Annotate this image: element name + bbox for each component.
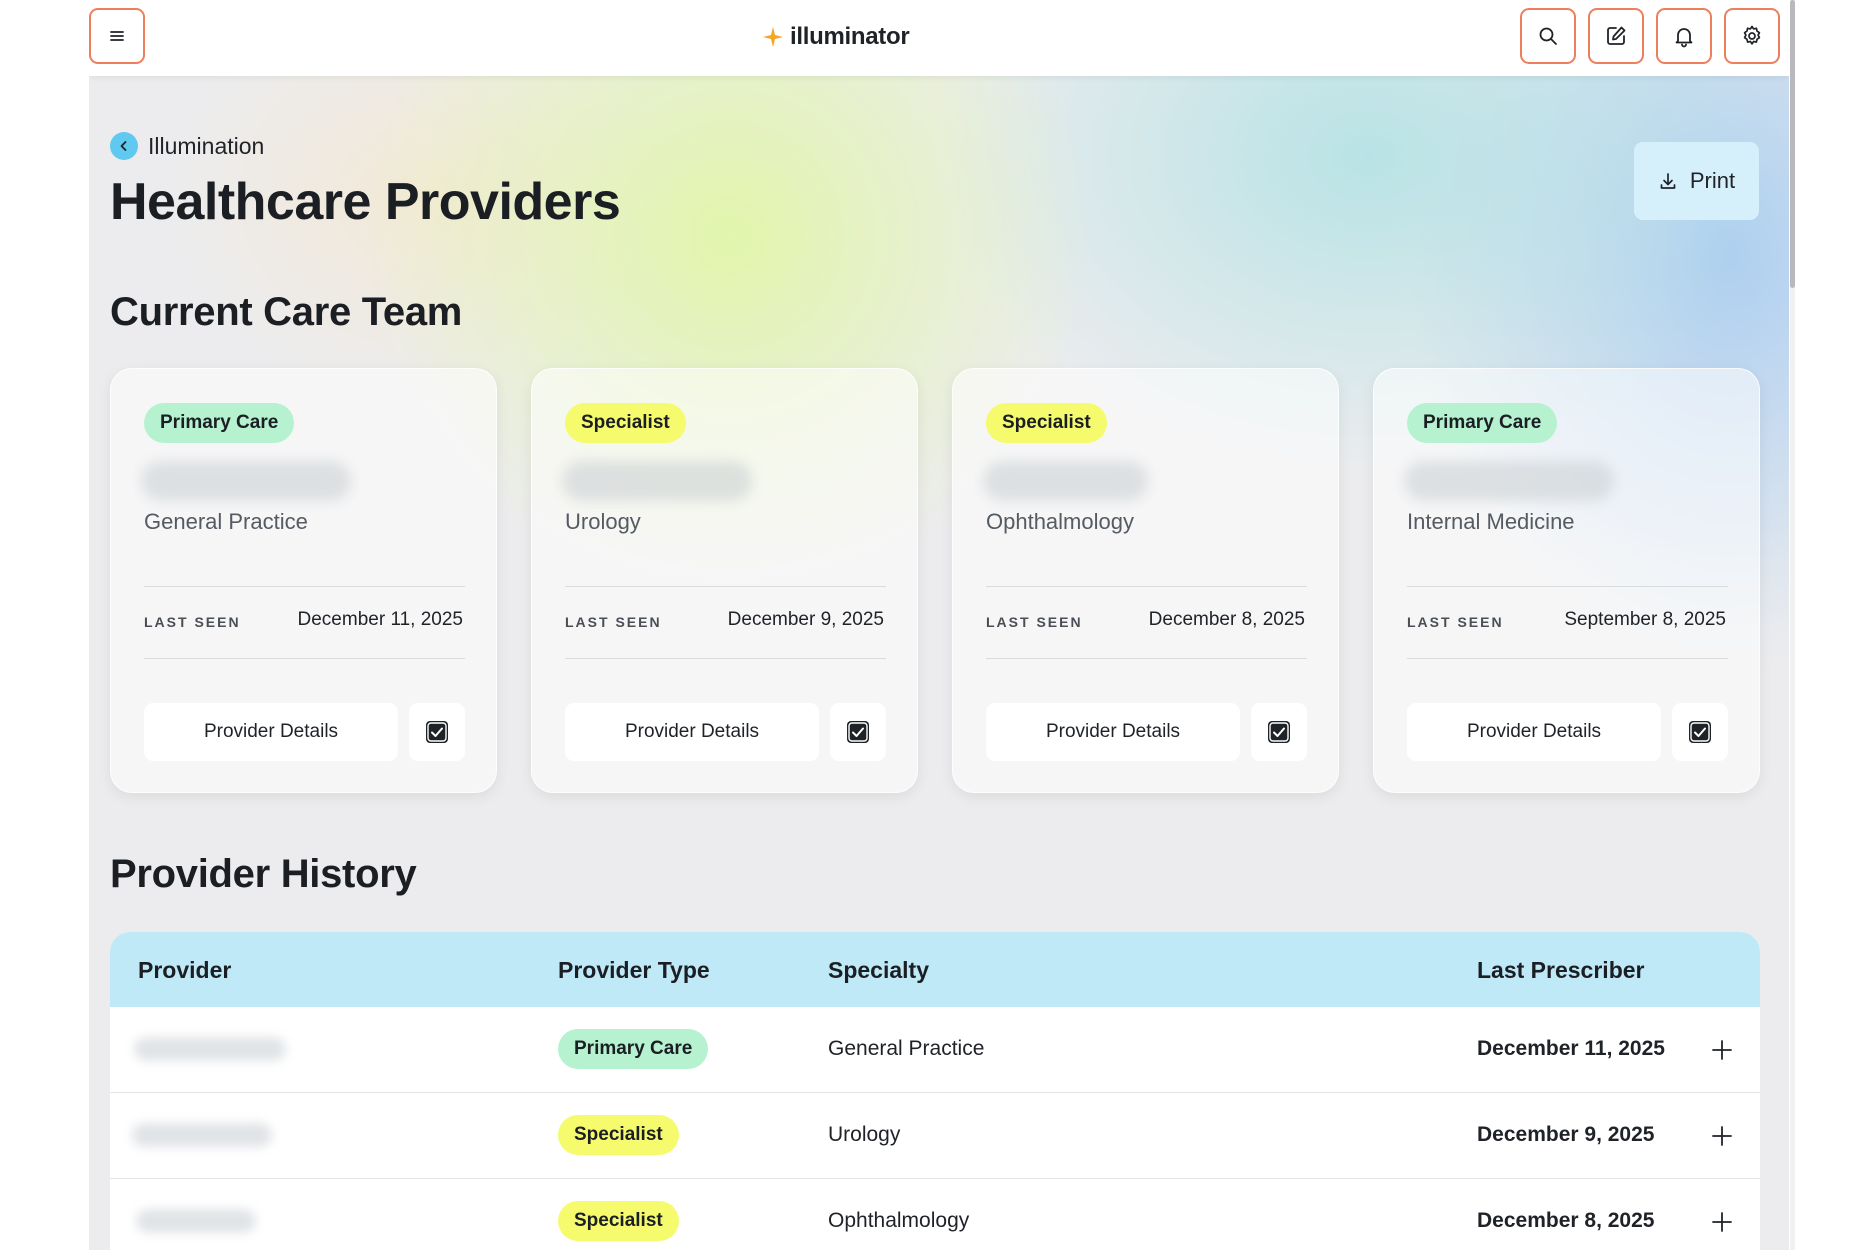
card-divider [986, 658, 1307, 659]
expand-plus-icon[interactable] [1710, 1038, 1734, 1062]
top-bar: illuminator [89, 0, 1789, 76]
table-row[interactable]: Specialist Ophthalmology December 8, 202… [110, 1179, 1760, 1250]
card-divider [565, 658, 886, 659]
card-divider [144, 586, 465, 587]
column-header-last-prescriber[interactable]: Last Prescriber [1477, 957, 1645, 983]
last-seen-date: December 11, 2025 [297, 609, 463, 630]
search-icon [1539, 27, 1557, 45]
provider-specialty: Ophthalmology [986, 509, 1134, 534]
notifications-button[interactable] [1656, 8, 1712, 64]
menu-button[interactable] [89, 8, 145, 64]
card-divider [1407, 658, 1728, 659]
provider-specialty: Internal Medicine [1407, 509, 1575, 534]
provider-name-redacted [136, 1209, 256, 1233]
provider-name-redacted [983, 461, 1148, 501]
bell-icon [1675, 28, 1693, 48]
scrollbar-thumb[interactable] [1790, 0, 1795, 288]
checkbox-checked-icon [1268, 721, 1290, 743]
last-seen-label: LAST SEEN [144, 614, 241, 630]
breadcrumb[interactable]: Illumination [110, 132, 264, 160]
menu-icon [110, 31, 124, 41]
specialty-cell: General Practice [828, 1037, 985, 1060]
provider-card: Specialist Urology LAST SEEN December 9,… [531, 368, 918, 793]
specialty-cell: Urology [828, 1123, 901, 1146]
provider-name-redacted [134, 1037, 286, 1061]
gear-icon [1743, 25, 1761, 45]
search-button[interactable] [1520, 8, 1576, 64]
provider-details-button[interactable]: Provider Details [144, 703, 398, 761]
checkbox-checked-icon [847, 721, 869, 743]
provider-type-badge: Specialist [558, 1115, 679, 1155]
checkbox-checked-icon [1689, 721, 1711, 743]
edit-button[interactable] [1588, 8, 1644, 64]
scrollbar-track[interactable] [1790, 0, 1795, 1250]
chevron-left-icon [120, 141, 127, 151]
card-divider [565, 586, 886, 587]
provider-details-button[interactable]: Provider Details [565, 703, 819, 761]
last-prescriber-date: December 9, 2025 [1477, 1123, 1655, 1146]
table-header: Provider Provider Type Specialty Last Pr… [110, 932, 1760, 1007]
settings-button[interactable] [1724, 8, 1780, 64]
last-prescriber-date: December 8, 2025 [1477, 1209, 1655, 1232]
column-header-provider-type[interactable]: Provider Type [558, 957, 710, 983]
page-title: Healthcare Providers [110, 173, 621, 231]
brand-name: illuminator [790, 23, 910, 50]
provider-name-redacted [141, 461, 351, 501]
specialty-cell: Ophthalmology [828, 1209, 970, 1232]
last-seen-label: LAST SEEN [1407, 614, 1504, 630]
checkbox-checked-icon [426, 721, 448, 743]
provider-name-redacted [1404, 461, 1614, 501]
breadcrumb-label[interactable]: Illumination [148, 132, 265, 159]
last-seen-label: LAST SEEN [565, 614, 662, 630]
last-seen-date: December 9, 2025 [727, 609, 884, 630]
table-row[interactable]: Specialist Urology December 9, 2025 [110, 1093, 1760, 1179]
column-header-provider[interactable]: Provider [138, 957, 232, 983]
provider-name-redacted [562, 461, 752, 501]
provider-type-badge: Primary Care [1407, 403, 1558, 443]
provider-specialty: Urology [565, 509, 641, 534]
card-divider [144, 658, 465, 659]
provider-card: Primary Care Internal Medicine LAST SEEN… [1373, 368, 1760, 793]
expand-plus-icon[interactable] [1710, 1124, 1734, 1148]
provider-type-badge: Specialist [565, 403, 686, 443]
last-prescriber-date: December 11, 2025 [1477, 1037, 1665, 1060]
provider-details-button[interactable]: Provider Details [986, 703, 1240, 761]
sparkle-icon [762, 26, 784, 48]
select-provider-button[interactable] [1251, 703, 1307, 761]
provider-type-badge: Primary Care [558, 1029, 709, 1069]
care-team-title: Current Care Team [110, 290, 463, 334]
select-provider-button[interactable] [1672, 703, 1728, 761]
care-team-cards: Primary Care General Practice LAST SEEN … [110, 368, 1760, 793]
last-seen-date: December 8, 2025 [1148, 609, 1305, 630]
table-row[interactable]: Primary Care General Practice December 1… [110, 1007, 1760, 1093]
provider-history-table: Provider Provider Type Specialty Last Pr… [110, 932, 1760, 1250]
edit-icon [1607, 26, 1626, 45]
provider-card: Specialist Ophthalmology LAST SEEN Decem… [952, 368, 1339, 793]
provider-name-redacted [132, 1123, 272, 1147]
back-button[interactable] [110, 132, 138, 160]
select-provider-button[interactable] [830, 703, 886, 761]
provider-history-title: Provider History [110, 852, 417, 896]
last-seen-label: LAST SEEN [986, 614, 1083, 630]
card-divider [1407, 586, 1728, 587]
provider-card: Primary Care General Practice LAST SEEN … [110, 368, 497, 793]
print-button[interactable]: Print [1634, 142, 1759, 220]
provider-type-badge: Specialist [558, 1201, 679, 1241]
provider-specialty: General Practice [144, 509, 308, 534]
provider-type-badge: Primary Care [144, 403, 295, 443]
print-label: Print [1689, 168, 1736, 193]
provider-details-button[interactable]: Provider Details [1407, 703, 1661, 761]
card-divider [986, 586, 1307, 587]
app-frame: illuminator [89, 0, 1789, 1250]
select-provider-button[interactable] [409, 703, 465, 761]
column-header-specialty[interactable]: Specialty [828, 957, 929, 983]
last-seen-date: September 8, 2025 [1564, 609, 1726, 630]
download-icon [1660, 173, 1676, 189]
expand-plus-icon[interactable] [1710, 1210, 1734, 1234]
provider-type-badge: Specialist [986, 403, 1107, 443]
brand-logo[interactable]: illuminator [762, 20, 910, 54]
